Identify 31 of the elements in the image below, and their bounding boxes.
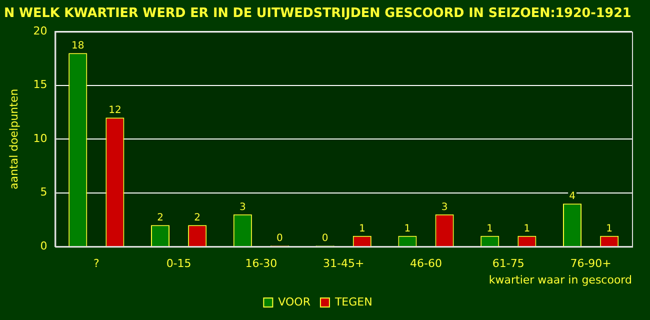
x-tick-label: 0-15 [166, 257, 192, 270]
data-label: 2 [194, 212, 201, 224]
x-tick-label: 76-90+ [570, 257, 612, 270]
legend-label: VOOR [278, 295, 311, 308]
data-label: 2 [157, 212, 164, 224]
y-axis-title: aantal doelpunten [7, 88, 20, 190]
data-label: 0 [276, 233, 283, 244]
data-label: 18 [71, 40, 84, 52]
y-tick-label: 20 [33, 24, 48, 38]
data-label: 1 [486, 223, 494, 234]
data-label: 3 [441, 202, 448, 213]
data-label: 1 [606, 223, 613, 234]
data-label: 1 [358, 223, 366, 234]
x-tick-label: 16-30 [245, 257, 278, 270]
y-tick-label: 15 [33, 78, 48, 92]
x-tick-label: 31-45+ [323, 257, 364, 270]
data-label: 3 [239, 202, 246, 213]
data-label: 0 [322, 233, 328, 244]
y-tick-label: 10 [33, 132, 48, 145]
y-tick-label: 5 [40, 186, 48, 199]
data-label: 1 [404, 223, 411, 234]
y-tick-label: 0 [40, 239, 48, 252]
x-axis-title: kwartier waar in gescoord [488, 273, 632, 286]
chart-title: N WELK KWARTIER WERD ER IN DE UITWEDSTRIJDEN GESCOORD IN SEIZOEN:1920-1921 [4, 6, 632, 22]
data-label: 4 [569, 191, 576, 202]
x-tick-label: ? [93, 257, 100, 270]
data-label: 1 [524, 223, 530, 234]
x-tick-label: 61-75 [492, 257, 524, 270]
data-label: 12 [108, 105, 122, 116]
legend-label: TEGEN [334, 295, 372, 308]
x-tick-label: 46-60 [410, 257, 442, 270]
